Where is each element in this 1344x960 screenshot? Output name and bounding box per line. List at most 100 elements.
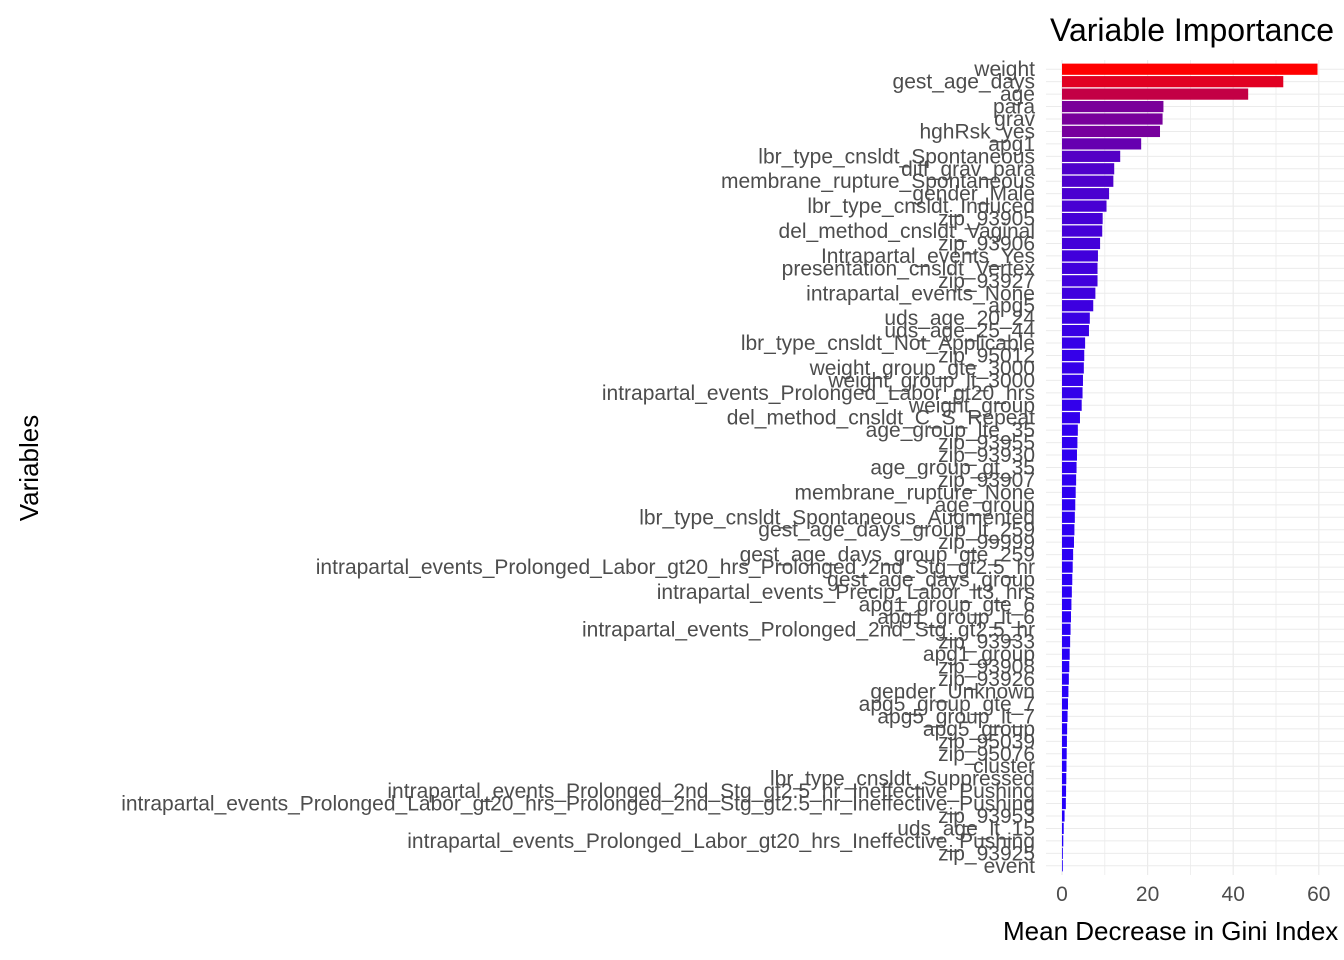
bar [1062,424,1078,436]
bar [1062,63,1318,75]
bar [1062,797,1066,810]
y-tick-label: zip_93927 [938,270,1035,293]
bar [1062,586,1072,598]
y-tick-label: weight_group [908,394,1035,417]
bar [1062,387,1083,399]
bar [1062,225,1103,237]
bar [1062,125,1161,138]
bar [1062,100,1164,113]
y-tick-label: zip_95039 [938,730,1035,753]
y-tick-label: age_group [935,494,1035,517]
bar [1062,698,1068,710]
y-tick-label: diff_grav_para [901,158,1035,181]
bar [1062,175,1114,187]
y-tick-label: intrapartal_events_Prolonged_2nd_Stg_gt2… [387,780,1035,803]
bars [1062,63,1318,872]
bar [1062,324,1089,337]
y-tick-label: del_method_cnsldt_C_S_Repeat [727,407,1035,430]
bar [1062,785,1067,797]
y-tick-label: zip_95076 [938,743,1035,766]
y-tick-label: intrapartal_events_Precip_Labor_lt3_hrs [657,581,1035,604]
y-tick-label: lbr_type_cnsldt_Not_Applicable [741,332,1035,355]
y-tick-label: uds_age_25_44 [884,320,1035,343]
bar [1062,623,1071,635]
bar [1062,760,1067,772]
y-tick-label: zip_93905 [938,208,1035,231]
y-tick-label: lbr_type_cnsldt_Suppressed [770,768,1035,791]
bar [1062,710,1068,723]
bar [1062,250,1098,262]
x-axis-title: Mean Decrease in Gini Index [1003,916,1338,946]
y-tick-label: intrapartal_events_None [806,282,1035,305]
y-tick-label: uds_age_20_24 [884,307,1035,330]
y-tick-label: intrapartal_events_Prolonged_Labor_gt20_… [316,556,1035,579]
bar [1062,661,1070,673]
y-tick-label: uds_age_lt_15 [897,817,1035,840]
y-tick-label: age [1000,83,1035,106]
bar [1062,810,1065,822]
y-tick-label: zip_93908 [938,656,1035,679]
bar [1062,163,1115,175]
y-tick-label: weight [973,58,1035,81]
bar [1062,536,1074,548]
y-tick-label: apg5_group [923,718,1035,741]
y-tick-label: zip_93955 [938,432,1035,455]
bar [1062,212,1103,225]
y-tick-label: apg5_group_gte_7 [859,693,1035,716]
bar [1062,437,1078,449]
y-tick-label: event [984,855,1036,878]
y-tick-label: apg5_group_lt_7 [877,705,1035,728]
y-tick-label: presentation_cnsldt_Vertex [782,257,1036,280]
bar [1062,598,1072,611]
bar [1062,860,1063,872]
y-tick-label: gender_Unknown [870,681,1035,704]
y-tick-label: apg1_group_lt_6 [877,606,1035,629]
y-tick-label: apg5 [988,295,1035,318]
bar [1062,113,1163,125]
bar [1062,275,1098,287]
bar [1062,673,1069,685]
bar [1062,188,1110,200]
bar [1062,499,1076,511]
y-tick-label: cluster [973,755,1035,778]
y-tick-label: Intrapartal_events_Yes [821,245,1035,268]
bar [1062,486,1076,498]
bar [1062,474,1077,486]
y-tick-label: zip_93925 [938,842,1035,865]
bar [1062,76,1284,88]
x-tick-label: 20 [1136,883,1159,906]
bar [1062,362,1084,374]
bar [1062,287,1096,299]
bar [1062,511,1075,523]
bar [1062,524,1075,536]
y-tick-label: gender_Male [912,183,1035,206]
bar [1062,573,1073,586]
bar [1062,835,1064,847]
y-tick-label: lbr_type_cnsldt_Induced [807,195,1035,218]
y-tick-label: intrapartal_events_Prolonged_Labor_gt20_… [602,382,1035,405]
y-tick-label: weight_group_gte_3000 [809,357,1035,380]
bar [1062,412,1080,424]
bar [1062,611,1071,623]
bar [1062,748,1067,760]
bar [1062,735,1067,747]
y-tick-label: zip_93906 [938,232,1035,255]
y-tick-labels: weightgest_age_daysageparagravhghRsk_yes… [121,58,1035,878]
y-tick-label: zip_93907 [938,469,1035,492]
bar [1062,399,1082,411]
bar [1062,312,1090,324]
y-tick-label: zip_93933 [938,631,1035,654]
y-tick-label: intrapartal_events_Prolonged_Labor_gt20_… [121,793,1035,816]
chart-title: Variable Importance [1050,12,1334,48]
bar [1062,237,1101,250]
bar [1062,374,1083,386]
y-tick-label: age_group_gt_35 [870,457,1035,480]
bar [1062,461,1077,474]
bar [1062,822,1064,835]
y-tick-label: apg1 [988,133,1035,156]
y-tick-label: zip_93930 [938,444,1035,467]
y-tick-label: gest_age_days_group_gte_259 [740,544,1035,567]
bar [1062,561,1073,573]
y-tick-label: hghRsk_yes [919,120,1035,143]
y-tick-label: gest_age_days [893,71,1035,94]
